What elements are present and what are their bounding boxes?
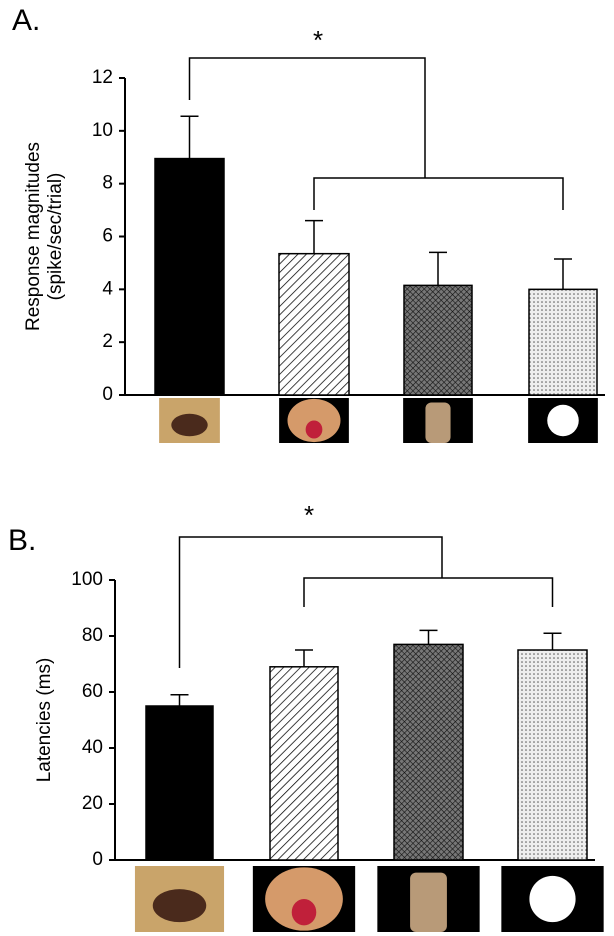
- image-face: [265, 867, 343, 931]
- image-snake: [152, 889, 207, 923]
- error-bar: [170, 694, 189, 706]
- error-bar: [180, 115, 199, 159]
- significance-star: *: [313, 25, 323, 55]
- image-hand: [425, 402, 451, 443]
- stimulus-image: [279, 398, 349, 443]
- error-bar: [305, 219, 323, 254]
- y-tick-label: 100: [71, 569, 103, 590]
- error-bar: [295, 649, 313, 667]
- image-mouth: [305, 420, 323, 439]
- stimulus-image: [134, 866, 225, 932]
- stimulus-image: [528, 398, 598, 443]
- y-tick-label: 12: [92, 67, 113, 88]
- stimulus-image: [501, 866, 604, 932]
- y-tick-label: 2: [102, 331, 113, 352]
- stimulus-image: [159, 398, 220, 443]
- bracket: [313, 177, 564, 210]
- y-tick-label: 40: [82, 737, 103, 758]
- panel-label: B.: [8, 524, 36, 557]
- y-tick-label: 20: [82, 793, 103, 814]
- bracket: [178, 536, 443, 668]
- y-axis-label: (spike/sec/trial): [45, 173, 66, 301]
- y-axis-label: Latencies (ms): [34, 658, 55, 783]
- error-bar: [554, 258, 572, 290]
- bracket: [303, 577, 554, 607]
- y-tick-label: 8: [102, 173, 113, 194]
- bar: [269, 666, 339, 861]
- bar: [154, 157, 225, 396]
- error-bar: [429, 251, 447, 286]
- y-tick-label: 6: [102, 226, 113, 247]
- y-tick-label: 0: [92, 849, 103, 870]
- bar: [528, 288, 598, 396]
- bracket: [188, 57, 426, 178]
- y-axis-label: Response magnitudes: [23, 142, 44, 331]
- image-hand: [410, 872, 447, 932]
- bar: [145, 705, 214, 861]
- bar: [517, 649, 588, 861]
- y-tick-label: 0: [102, 384, 113, 405]
- y-tick-label: 80: [82, 625, 103, 646]
- bar: [278, 252, 350, 396]
- y-tick-label: 4: [102, 278, 113, 299]
- y-tick-label: 60: [82, 681, 103, 702]
- bar: [403, 284, 473, 396]
- image-snake: [171, 413, 208, 437]
- panel-label: A.: [12, 4, 40, 37]
- error-bar: [419, 629, 438, 645]
- stimulus-image: [252, 866, 356, 932]
- y-tick-label: 10: [92, 120, 113, 141]
- image-mouth: [291, 899, 317, 926]
- stimulus-image: [377, 866, 480, 932]
- error-bar: [543, 632, 562, 650]
- significance-star: *: [304, 500, 314, 530]
- image-disk: [529, 875, 576, 923]
- stimulus-image: [403, 398, 473, 443]
- bar: [393, 643, 464, 861]
- image-disk: [547, 404, 579, 437]
